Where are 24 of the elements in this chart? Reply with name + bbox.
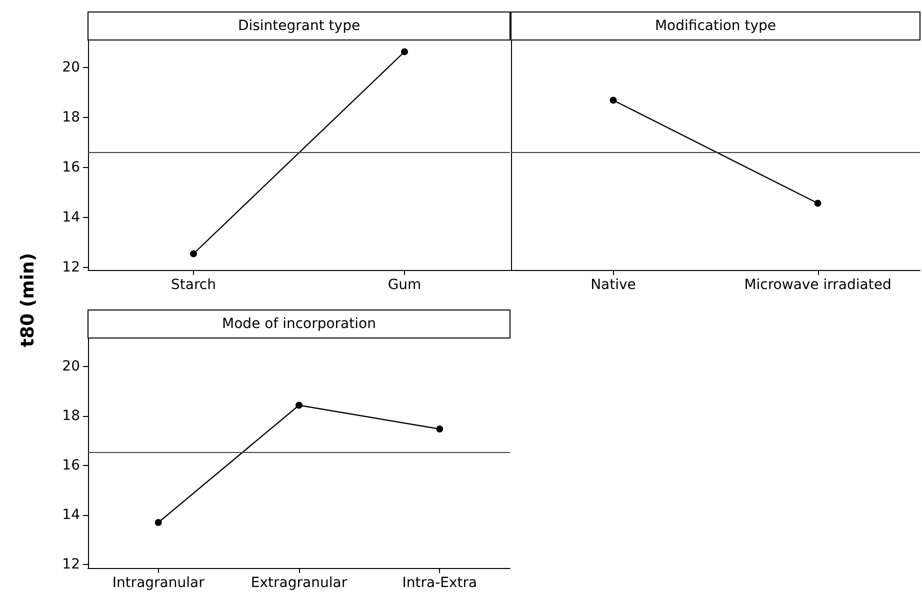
- y-tick-label: 20: [62, 60, 80, 76]
- x-tick-label: Gum: [388, 277, 422, 293]
- x-tick-label: Extragranular: [250, 575, 348, 591]
- y-tick-label: 14: [62, 210, 80, 226]
- chart-title: Disintegrant type: [238, 18, 360, 34]
- chart-title: Modification type: [654, 18, 776, 34]
- x-tick-label: Intragranular: [112, 575, 205, 591]
- y-axis-title: t80 (min): [18, 252, 38, 348]
- y-tick-label: 12: [62, 260, 80, 276]
- x-tick-label: Starch: [171, 277, 216, 293]
- x-tick-label: Intra-Extra: [402, 575, 478, 591]
- y-tick-label: 18: [62, 110, 80, 126]
- x-tick-label: Native: [590, 277, 636, 293]
- y-tick-label: 20: [62, 358, 80, 374]
- point: [296, 402, 302, 409]
- chart-title: Mode of incorporation: [222, 316, 376, 332]
- y-tick-label: 12: [62, 556, 80, 572]
- x-tick-label: Microwave irradiated: [744, 277, 892, 293]
- y-tick-label: 14: [62, 506, 80, 523]
- y-tick-label: 16: [62, 160, 80, 176]
- point: [436, 426, 444, 433]
- y-tick-label: 18: [62, 408, 80, 424]
- point: [154, 518, 162, 526]
- y-tick-label: 16: [62, 457, 80, 474]
